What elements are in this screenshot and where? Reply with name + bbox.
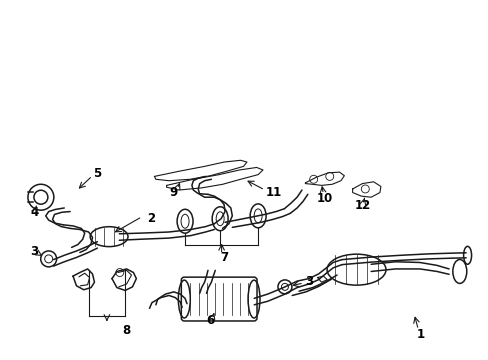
Text: 2: 2 bbox=[146, 212, 155, 225]
Text: 8: 8 bbox=[122, 324, 130, 337]
Text: 10: 10 bbox=[316, 192, 332, 205]
Text: 1: 1 bbox=[416, 328, 424, 341]
Text: 9: 9 bbox=[169, 186, 178, 199]
Text: 12: 12 bbox=[353, 199, 370, 212]
Text: 4: 4 bbox=[30, 207, 38, 220]
Text: 5: 5 bbox=[93, 167, 102, 180]
Text: 3: 3 bbox=[304, 275, 312, 288]
Text: 7: 7 bbox=[220, 251, 227, 264]
Text: 11: 11 bbox=[265, 186, 281, 199]
Text: 3: 3 bbox=[30, 245, 38, 258]
Text: 6: 6 bbox=[206, 314, 214, 327]
